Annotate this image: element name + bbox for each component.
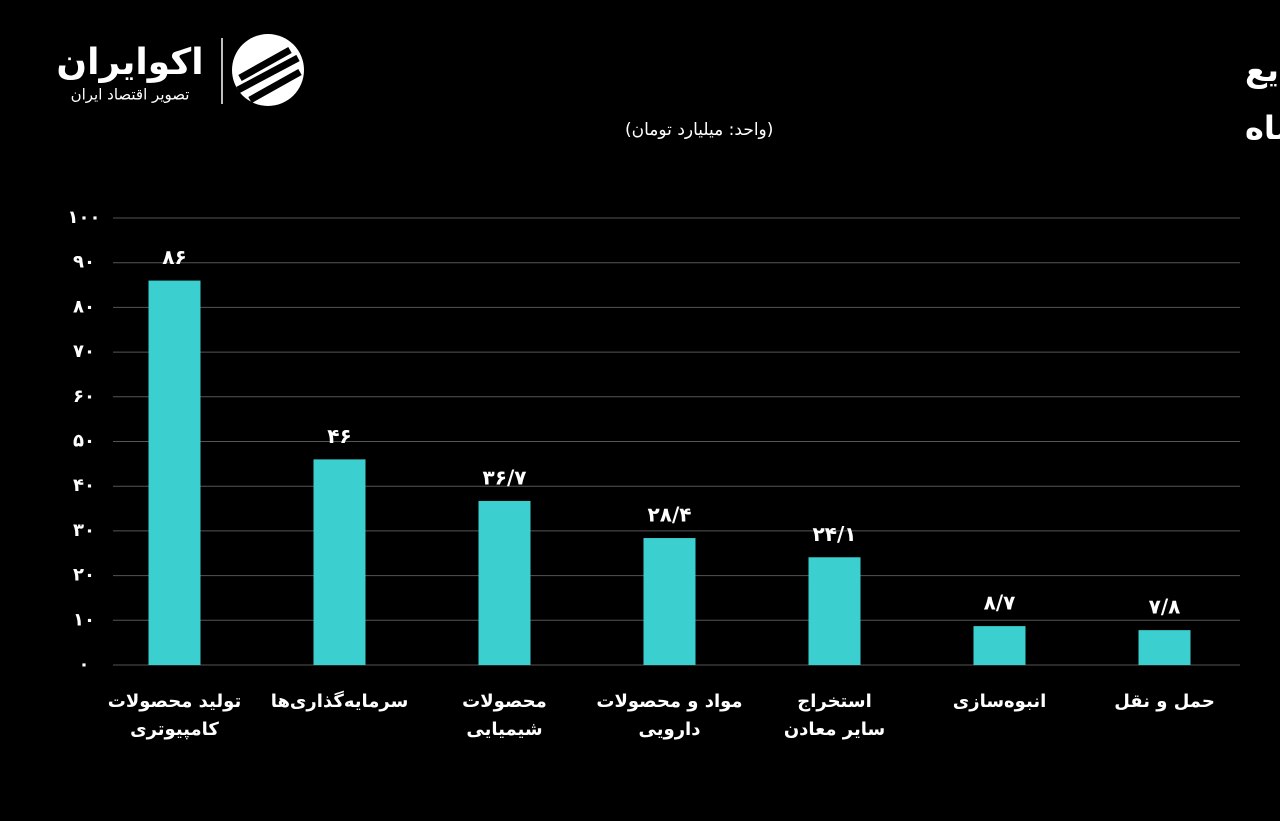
logo-tagline: تصویر اقتصاد ایران xyxy=(71,86,190,104)
y-tick-label: ۲۰ xyxy=(73,565,95,586)
bar xyxy=(478,500,531,665)
value-label: ۳۶/۷ xyxy=(483,465,527,489)
x-tick-label: سرمایه‌گذاری‌ها xyxy=(270,691,409,712)
bar xyxy=(1138,630,1191,665)
x-tick-label: انبوه‌سازی xyxy=(952,691,1047,712)
y-tick-label: ۹۰ xyxy=(73,252,95,273)
chart-subtitle: در معاملات یکشنبه یازدهم تیر ماه xyxy=(1245,109,1280,147)
y-tick-label: ۱۰ xyxy=(73,609,95,630)
x-tick-label: محصولات شیمیایی xyxy=(462,691,547,740)
chart-title: بیشترین ورود پول حقیقی به صنایع xyxy=(1245,51,1280,89)
bar xyxy=(973,626,1026,665)
y-tick-label: ۳۰ xyxy=(73,520,95,541)
x-tick-label: استخراج سایر معادن xyxy=(783,691,886,740)
y-tick-label: ۷۰ xyxy=(73,341,95,362)
value-label: ۸۶ xyxy=(162,245,186,269)
y-tick-label: ۰ xyxy=(79,654,90,675)
y-tick-label: ۶۰ xyxy=(73,386,95,407)
logo-icon xyxy=(232,34,304,106)
bar xyxy=(313,459,366,665)
value-label: ۸/۷ xyxy=(984,591,1016,615)
y-tick-label: ۴۰ xyxy=(73,475,95,496)
y-tick-label: ۵۰ xyxy=(73,431,95,452)
unit-label: (واحد: میلیارد تومان) xyxy=(625,120,773,140)
bar xyxy=(148,280,201,665)
y-tick-label: ۱۰۰ xyxy=(68,207,101,228)
y-tick-label: ۸۰ xyxy=(73,296,95,317)
x-tick-label: مواد و محصولات دارویی xyxy=(596,691,743,740)
x-tick-label: تولید محصولات کامپیوتری xyxy=(107,691,242,740)
bar xyxy=(643,538,696,665)
x-tick-label: حمل و نقل xyxy=(1114,691,1215,712)
value-label: ۷/۸ xyxy=(1149,595,1181,619)
value-label: ۲۸/۴ xyxy=(648,503,692,527)
bar xyxy=(808,557,861,665)
value-label: ۲۴/۱ xyxy=(813,522,857,546)
value-label: ۴۶ xyxy=(327,424,351,448)
logo-name: اکوایران xyxy=(56,42,203,83)
